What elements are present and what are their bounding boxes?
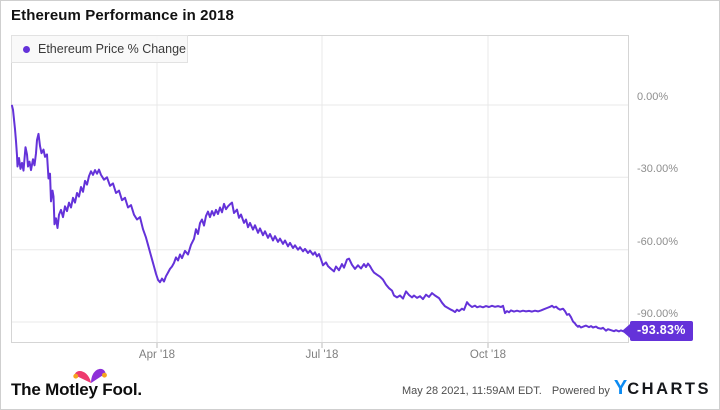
motley-fool-wordmark: The Motley Fool. <box>11 380 142 399</box>
powered-by-label: Powered by <box>551 385 610 397</box>
final-value-badge: -93.83% <box>622 321 693 341</box>
legend-dot-icon <box>23 45 30 53</box>
price-line-chart <box>11 35 629 348</box>
page-title: Ethereum Performance in 2018 <box>11 7 234 24</box>
motley-fool-logo[interactable]: The Motley Fool. <box>11 368 142 400</box>
legend: Ethereum Price % Change <box>11 35 188 63</box>
y-axis-tick-label: -60.00% <box>637 235 678 248</box>
x-axis-tick-label: Jul '18 <box>305 349 339 361</box>
ycharts-wordmark: CHARTS <box>627 380 711 398</box>
jester-cap-icon <box>73 368 107 383</box>
x-axis-tick-label: Apr '18 <box>138 349 176 361</box>
final-value-label: -93.83% <box>630 321 693 341</box>
timestamp: May 28 2021, 11:59AM EDT. <box>401 385 542 397</box>
y-axis-tick-label: -30.00% <box>637 163 678 176</box>
ycharts-y-glyph: Y <box>613 377 628 399</box>
footer: The Motley Fool. May 28 2021, 11:59AM ED… <box>1 367 719 409</box>
y-axis-tick-label: 0.00% <box>637 91 669 103</box>
x-axis-tick-label: Oct '18 <box>469 349 507 361</box>
y-axis-tick-label: -90.00% <box>637 307 678 320</box>
footer-meta: May 28 2021, 11:59AM EDT. Powered by YCH… <box>401 377 711 399</box>
badge-arrow-icon <box>622 324 630 338</box>
legend-label: Ethereum Price % Change <box>38 42 186 56</box>
ycharts-logo[interactable]: YCHARTS <box>613 377 711 399</box>
